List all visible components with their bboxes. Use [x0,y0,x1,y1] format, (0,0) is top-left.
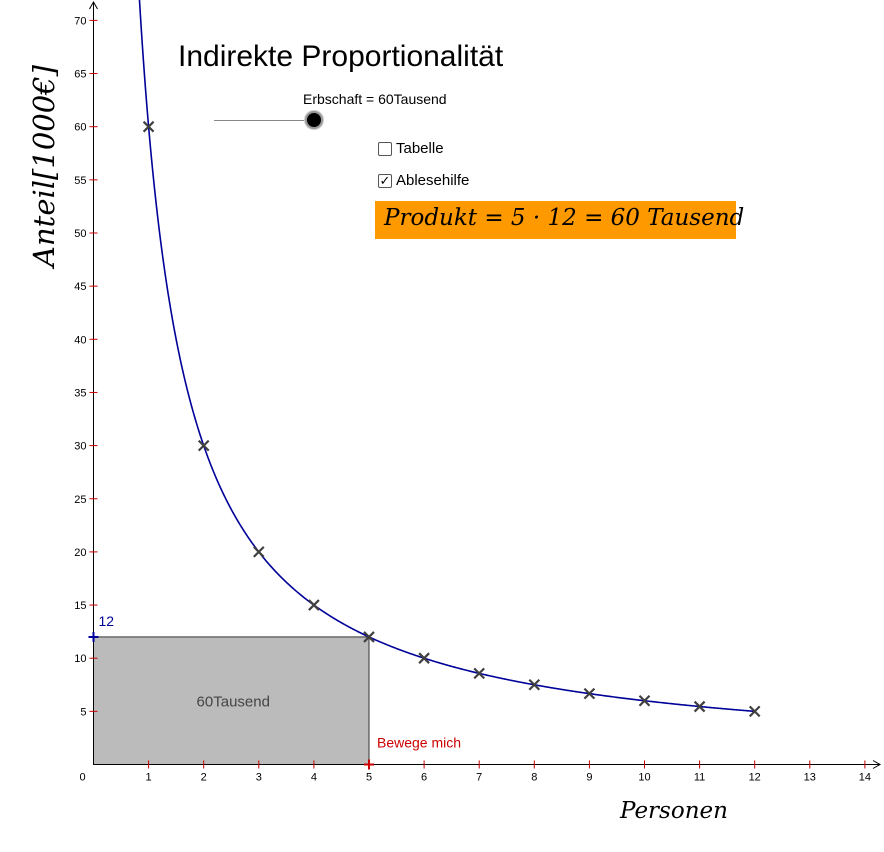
y-tick-label: 45 [74,281,86,293]
data-point [748,705,761,718]
rectangle-label: 60Tausend [197,694,270,711]
x-tick-label: 14 [859,772,871,784]
y-axis-arrow-icon [89,0,98,10]
data-point [693,700,706,713]
x-tick-label: 9 [586,772,592,784]
product-formula: Produkt = 5 · 12 = 60 Tausend [384,205,745,231]
y-tick-label: 5 [80,706,86,718]
movable-point[interactable] [364,759,374,770]
erbschaft-slider-track[interactable] [214,120,314,121]
checkmark-icon[interactable]: ✓ [378,172,392,188]
x-tick-label: 3 [256,772,262,784]
y-axis-label: Anteil[1000€] [27,65,61,267]
data-point [528,678,541,691]
y-value-label: 12 [99,613,115,629]
data-point [418,652,430,664]
x-tick-label: 6 [421,772,427,784]
data-point [638,694,651,707]
data-point [253,546,265,558]
y-tick-label: 35 [74,387,86,399]
data-point [142,120,155,133]
x-tick-label: 7 [476,772,482,784]
y-tick-label: 70 [74,15,86,27]
x-tick-label: 1 [146,772,152,784]
product-formula-box: Produkt = 5 · 12 = 60 Tausend [375,201,744,239]
y-tick-label: 10 [74,653,86,665]
page-title: Indirekte Proportionalität [178,40,504,73]
erbschaft-slider-handle[interactable] [305,111,323,129]
x-tick-label: 11 [694,772,705,784]
y-tick-label: 20 [74,547,86,559]
checkbox-label: Tabelle [396,140,444,157]
hyperbola-curve [138,0,755,713]
data-point [583,687,596,700]
y-value-point [88,631,99,642]
data-point [363,631,375,643]
x-tick-label: 8 [531,772,537,784]
y-tick-label: 60 [74,122,86,134]
y-tick-label: 50 [74,228,86,240]
data-point [197,439,210,452]
y-tick-label: 30 [74,441,86,453]
x-tick-label: 12 [749,772,761,784]
x-tick-label: 10 [638,772,650,784]
data-point [308,599,320,611]
checkbox-tabelle[interactable]: Tabelle [378,140,444,157]
x-tick-label: 2 [201,772,207,784]
y-tick-label: 65 [74,69,86,81]
x-axis-label: Personen [620,798,728,824]
y-tick-label: 15 [74,600,86,612]
product-rectangle [93,636,370,765]
data-point [473,667,485,680]
x-axis-arrow-icon [872,760,882,769]
checkbox-label: Ablesehilfe [396,172,470,189]
checkbox-ablesehilfe[interactable]: ✓ Ablesehilfe [378,172,469,189]
x-tick-label: 5 [366,772,372,784]
y-tick-label: 25 [74,494,86,506]
x-tick-label: 4 [311,772,317,784]
slider-label: Erbschaft = 60Tausend [303,91,447,107]
x-tick-label: 0 [79,772,85,784]
checkbox-icon[interactable] [378,141,392,156]
move-label: Bewege mich [377,735,461,751]
y-tick-label: 55 [74,175,86,187]
x-tick-label: 13 [804,772,816,784]
y-tick-label: 40 [74,334,86,346]
